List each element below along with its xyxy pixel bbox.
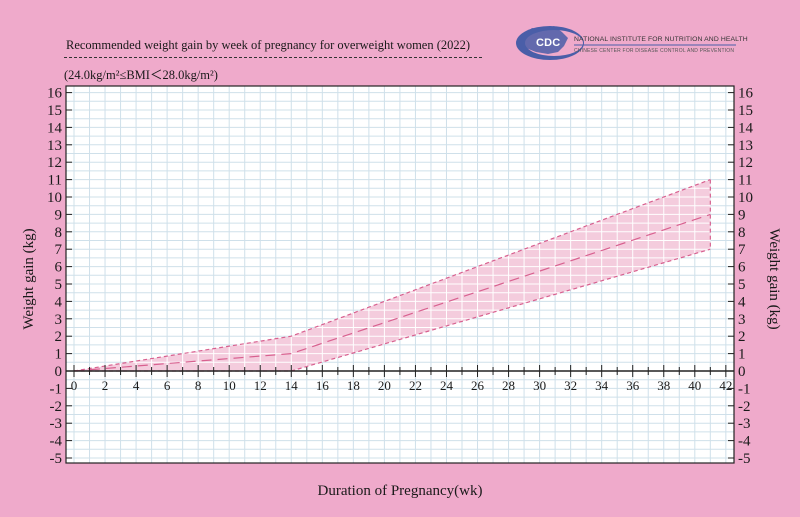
x-tick-label: 38 — [657, 378, 670, 393]
x-tick-label: 32 — [564, 378, 577, 393]
y-tick-label-left: 0 — [55, 364, 63, 380]
y-tick-label-left: -1 — [50, 381, 63, 397]
x-tick-label: 24 — [440, 378, 454, 393]
cdc-logo-badge: CDC — [536, 37, 561, 49]
title-divider — [64, 57, 482, 58]
x-tick-label: 20 — [378, 378, 391, 393]
y-tick-label-right: 3 — [738, 312, 746, 328]
y-tick-label-right: 12 — [738, 155, 753, 171]
chart-title: Recommended weight gain by week of pregn… — [66, 38, 471, 52]
y-tick-label-left: 6 — [55, 260, 63, 276]
y-tick-label-right: 6 — [738, 260, 746, 276]
x-tick-label: 34 — [595, 378, 609, 393]
y-tick-label-left: 12 — [47, 155, 62, 171]
x-axis-label: Duration of Pregnancy(wk) — [318, 483, 483, 499]
y-tick-label-right: 8 — [738, 225, 746, 241]
y-tick-label-left: 13 — [47, 138, 62, 154]
y-tick-label-right: 9 — [738, 207, 746, 223]
y-tick-label-right: -5 — [738, 451, 751, 467]
y-tick-label-right: 14 — [738, 120, 754, 136]
x-tick-label: 10 — [223, 378, 236, 393]
y-tick-label-left: -5 — [50, 451, 63, 467]
x-tick-label: 40 — [688, 378, 701, 393]
y-tick-label-left: 8 — [55, 225, 63, 241]
y-tick-label-left: 4 — [55, 294, 63, 310]
x-tick-labels: 0 2 4 6 8 10 12 14 16 18 20 22 24 26 28 30 32 34 36 38 40 42 — [71, 378, 733, 393]
y-tick-label-right: 15 — [738, 103, 753, 119]
y-tick-label-left: 15 — [47, 103, 62, 119]
y-tick-label-right: 13 — [738, 138, 753, 154]
y-tick-label-right: -4 — [738, 434, 751, 450]
axes — [65, 85, 735, 464]
y-tick-label-right: 4 — [738, 294, 746, 310]
y-tick-label-right: 16 — [738, 86, 754, 102]
y-tick-label-left: -2 — [50, 399, 63, 415]
y-tick-label-right: -1 — [738, 381, 751, 397]
y-tick-label-right: -3 — [738, 416, 751, 432]
x-tick-label: 28 — [502, 378, 515, 393]
y-tick-label-left: 16 — [47, 86, 63, 102]
x-tick-label: 22 — [409, 378, 422, 393]
cdc-logo-emblem — [516, 26, 736, 60]
x-tick-label: 30 — [533, 378, 546, 393]
x-tick-label: 36 — [626, 378, 640, 393]
x-tick-label: 14 — [285, 378, 299, 393]
x-tick-label: 12 — [254, 378, 267, 393]
y-tick-label-left: 2 — [55, 329, 63, 345]
y-tick-label-left: 10 — [47, 190, 62, 206]
y-tick-label-left: 3 — [55, 312, 63, 328]
x-tick-label: 4 — [133, 378, 140, 393]
y-tick-label-right: -2 — [738, 399, 751, 415]
y-tick-label-left: 5 — [55, 277, 63, 293]
y-tick-label-left: 9 — [55, 207, 63, 223]
x-tick-label: 42 — [719, 378, 732, 393]
y-tick-label-right: 7 — [738, 242, 746, 258]
cdc-logo: CDC NATIONAL INSTITUTE FOR NUTRITION AND… — [510, 20, 750, 62]
y-tick-label-right: 5 — [738, 277, 746, 293]
y-tick-label-left: 7 — [55, 242, 63, 258]
y-axis-label-right: Weight gain (kg) — [766, 228, 782, 329]
x-tick-label: 8 — [195, 378, 202, 393]
x-tick-label: 16 — [316, 378, 330, 393]
y-tick-label-left: 11 — [48, 173, 62, 189]
chart-subtitle: (24.0kg/m²≤BMI＜28.0kg/m²) — [64, 68, 218, 82]
logo-institute-name: NATIONAL INSTITUTE FOR NUTRITION AND HEA… — [574, 36, 748, 43]
y-tick-label-right: 1 — [738, 347, 746, 363]
x-tick-label: 0 — [71, 378, 78, 393]
plot-frame — [65, 85, 735, 464]
median-line — [73, 213, 711, 372]
y-axis-label-left: Weight gain (kg) — [21, 228, 37, 329]
x-tick-label: 6 — [164, 378, 171, 393]
y-tick-label-right: 2 — [738, 329, 746, 345]
x-tick-label: 18 — [347, 378, 360, 393]
upper-bound-line — [73, 179, 711, 372]
y-tick-label-right: 11 — [738, 173, 752, 189]
y-tick-label-right: 0 — [738, 364, 746, 380]
x-tick-label: 26 — [471, 378, 485, 393]
y-tick-label-left: -3 — [50, 416, 63, 432]
y-tick-label-right: 10 — [738, 190, 753, 206]
logo-center-name: CHINESE CENTER FOR DISEASE CONTROL AND P… — [574, 48, 735, 54]
y-tick-label-left: 1 — [55, 347, 63, 363]
x-tick-label: 2 — [102, 378, 109, 393]
y-tick-label-left: -4 — [50, 434, 63, 450]
y-tick-label-left: 14 — [47, 120, 63, 136]
